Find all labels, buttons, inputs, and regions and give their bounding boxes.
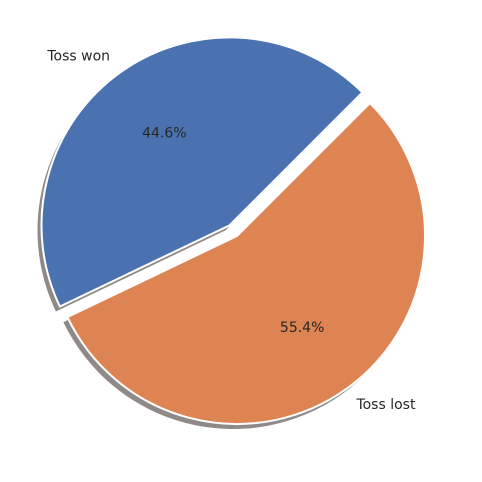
category-label-toss-won: Toss won [46, 49, 110, 65]
pie-slice-toss-lost [66, 101, 426, 425]
pie-slice-toss-won [40, 36, 364, 308]
percent-label-toss-won: 44.6% [142, 125, 186, 141]
pie-slices [40, 36, 426, 425]
category-label-toss-lost: Toss lost [355, 397, 416, 413]
percent-label-toss-lost: 55.4% [280, 320, 324, 336]
pie-labels: Toss won 44.6% Toss lost 55.4% [46, 49, 416, 413]
